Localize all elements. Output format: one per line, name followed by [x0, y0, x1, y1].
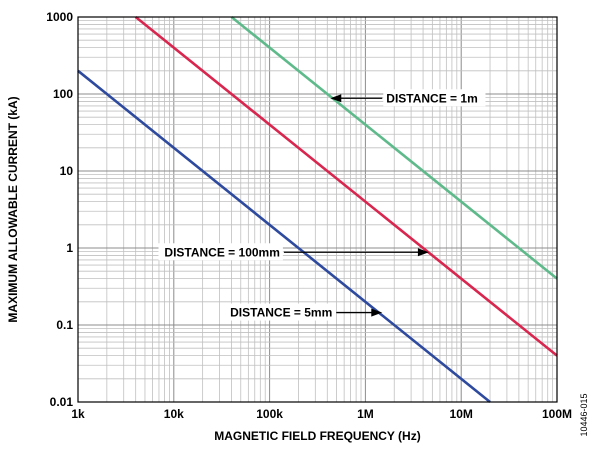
grid [77, 17, 557, 403]
plot-frame [77, 16, 558, 403]
y-tick-label: 0.1 [56, 318, 73, 332]
series-layer [77, 15, 558, 404]
y-tick-label: 100 [53, 87, 73, 101]
annotation-label-bg [158, 243, 283, 261]
y-tick-label: 10 [60, 164, 74, 178]
x-tick-label: 100M [542, 407, 572, 421]
annotation-2: DISTANCE = 100mm [158, 243, 429, 261]
annotation-arrowhead [371, 308, 383, 317]
x-tick-label: 10k [164, 407, 184, 421]
annotation-3: DISTANCE = 5mm [225, 303, 383, 321]
y-tick-label: 1000 [46, 10, 73, 24]
figure-code: 10446-015 [579, 393, 589, 436]
x-tick-label: 10M [450, 407, 473, 421]
series-line-2 [134, 15, 558, 357]
annotation-1: DISTANCE = 1m [330, 89, 486, 107]
series-line-3 [230, 15, 558, 280]
series-line-1 [77, 69, 491, 404]
y-tick-label: 0.01 [50, 395, 74, 409]
tick-labels: 1k 10k 100k 1M 10M 100M 0.01 0.1 1 10 100 1000 [46, 10, 572, 421]
annotation-label-bg [225, 303, 336, 321]
x-axis-label: MAGNETIC FIELD FREQUENCY (Hz) [214, 429, 420, 443]
annotation-layer: DISTANCE = 1m DISTANCE = 100mm DISTANCE = … [158, 89, 486, 321]
annotation-arrowhead [330, 94, 342, 103]
x-tick-label: 1k [71, 407, 85, 421]
annotation-arrowhead [417, 248, 429, 257]
y-tick-label: 1 [66, 241, 73, 255]
y-axis-label: MAXIMUM ALLOWABLE CURRENT (kA) [6, 96, 20, 322]
annotation-label: DISTANCE = 100mm [164, 245, 279, 259]
annotation-label-bg [383, 89, 486, 107]
x-tick-label: 1M [357, 407, 374, 421]
x-tick-label: 100k [256, 407, 283, 421]
annotation-label: DISTANCE = 1m [386, 91, 477, 105]
annotation-label: DISTANCE = 5mm [230, 306, 332, 320]
